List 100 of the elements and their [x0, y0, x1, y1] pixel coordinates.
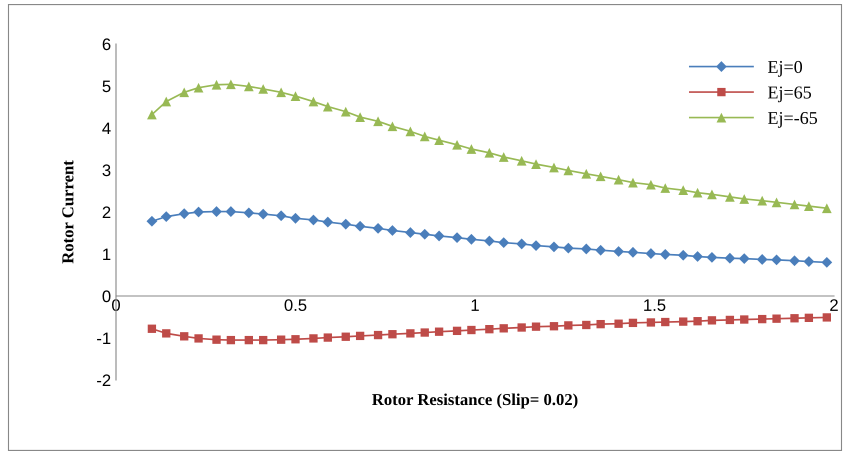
point	[498, 152, 509, 162]
point	[452, 140, 462, 150]
point	[772, 314, 781, 323]
point	[434, 328, 444, 336]
point	[387, 225, 398, 236]
point	[309, 334, 318, 343]
x-axis-title: Rotor Resistance (Slip= 0.02)	[372, 393, 578, 409]
point	[614, 174, 624, 185]
point	[707, 190, 717, 200]
point	[340, 106, 351, 116]
point	[678, 185, 688, 196]
point	[355, 112, 365, 122]
point	[822, 313, 831, 322]
point	[803, 256, 814, 267]
x-tick-label: 2	[830, 299, 838, 311]
y-tick-label: 6	[102, 38, 110, 50]
point	[146, 216, 158, 227]
point	[738, 253, 750, 264]
y-tick-label: 1	[103, 248, 110, 260]
y-tick-label: -2	[97, 374, 110, 386]
y-tick-label: 3	[102, 164, 110, 176]
point	[452, 232, 462, 244]
point	[532, 322, 540, 331]
point	[562, 242, 574, 254]
point	[758, 314, 766, 324]
point	[258, 84, 268, 94]
point	[322, 102, 333, 112]
point	[212, 80, 222, 90]
point	[613, 246, 624, 257]
point	[225, 206, 236, 217]
point	[290, 212, 301, 224]
point	[724, 252, 736, 264]
point	[582, 320, 590, 330]
point	[692, 251, 703, 262]
point	[406, 126, 416, 136]
point	[628, 178, 638, 188]
point	[193, 206, 204, 218]
point	[595, 244, 606, 256]
y-tick-label: 5	[102, 80, 110, 92]
point	[243, 207, 254, 218]
point	[420, 132, 430, 142]
point	[340, 218, 352, 230]
point	[244, 336, 253, 344]
legend-label: Ej=65	[768, 86, 812, 102]
point	[771, 254, 782, 266]
x-tick-label: 0.5	[284, 299, 306, 312]
point	[290, 91, 300, 101]
y-tick-label: 2	[102, 206, 110, 218]
point	[244, 82, 254, 92]
point	[161, 96, 172, 106]
point	[804, 314, 814, 322]
point	[692, 188, 702, 198]
point	[628, 246, 638, 258]
point	[516, 238, 528, 250]
point	[434, 135, 444, 146]
x-tick-label: 1.5	[644, 299, 666, 312]
point	[564, 321, 573, 330]
point	[180, 332, 188, 340]
point	[404, 227, 416, 238]
point	[725, 192, 735, 202]
point	[739, 194, 750, 204]
point	[660, 249, 671, 260]
point	[804, 201, 814, 211]
point	[518, 323, 526, 332]
point	[679, 317, 688, 326]
point	[160, 211, 172, 222]
point	[790, 314, 799, 322]
point	[373, 116, 383, 126]
legend-label: Ej=-65	[768, 112, 818, 128]
point	[419, 228, 430, 240]
point	[646, 318, 656, 327]
point	[374, 330, 382, 340]
point	[581, 168, 592, 179]
point	[790, 200, 800, 210]
point	[276, 210, 287, 222]
point	[484, 236, 495, 246]
point	[772, 197, 782, 208]
point	[646, 180, 656, 190]
point	[420, 328, 429, 337]
x-tick-label: 1	[472, 299, 479, 311]
point	[498, 237, 510, 248]
point	[259, 336, 268, 344]
point	[580, 244, 592, 254]
point	[531, 159, 541, 169]
point	[356, 332, 364, 340]
point	[678, 250, 689, 261]
point	[179, 87, 190, 98]
point	[596, 171, 606, 182]
point	[516, 156, 527, 166]
point	[322, 216, 334, 228]
point	[548, 241, 560, 252]
point	[693, 317, 702, 326]
point	[706, 252, 718, 263]
point	[550, 322, 558, 330]
point	[226, 79, 236, 90]
point	[291, 335, 300, 344]
point	[212, 336, 221, 344]
point	[485, 325, 494, 334]
point	[661, 318, 670, 326]
point	[434, 230, 444, 242]
